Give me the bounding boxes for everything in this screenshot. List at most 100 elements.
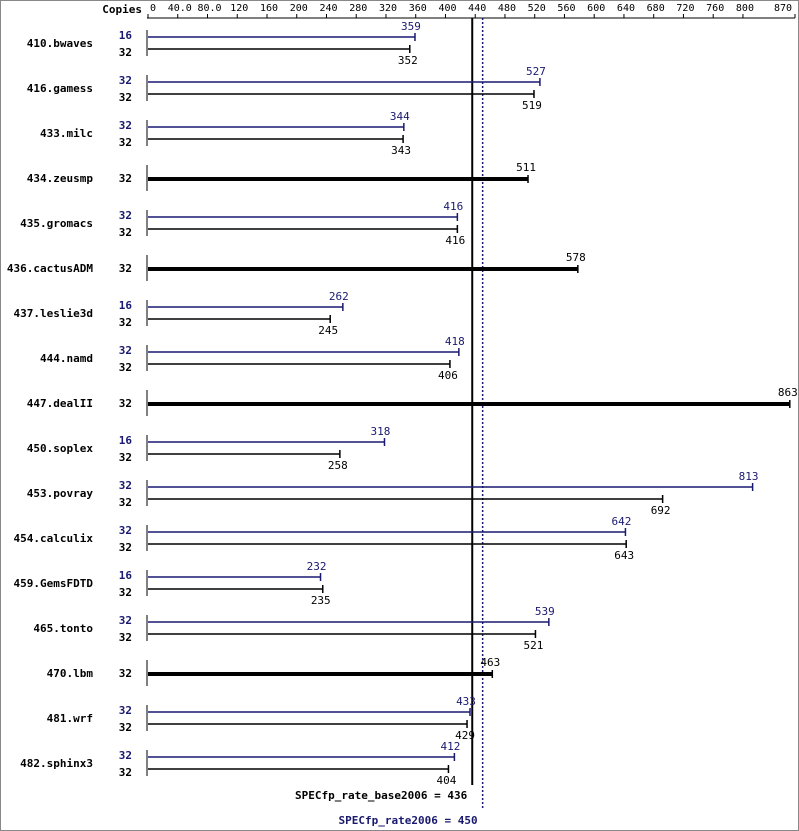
category-label: 450.soplex (27, 442, 94, 455)
category-label: 410.bwaves (27, 37, 93, 50)
value-label: 404 (437, 774, 457, 787)
copies: 32 (119, 91, 132, 104)
copies: 32 (119, 614, 132, 627)
reference-name: SPECfp_rate2006 = (339, 814, 452, 827)
value-label: 511 (516, 161, 536, 174)
value-label: 352 (398, 54, 418, 67)
x-tick-label: 280 (349, 3, 367, 14)
x-tick-label: 800 (736, 3, 754, 14)
x-tick-label: 120 (230, 3, 248, 14)
category-label: 444.namd (40, 352, 93, 365)
value-label: 416 (443, 200, 463, 213)
x-tick-label: 0 (150, 3, 156, 14)
x-tick-label: 240 (319, 3, 337, 14)
copies: 32 (119, 397, 132, 410)
value-label: 416 (445, 234, 465, 247)
category-label: 481.wrf (47, 712, 93, 725)
x-tick-label: 320 (379, 3, 397, 14)
value-label: 433 (456, 695, 476, 708)
value-label: 344 (390, 110, 410, 123)
value-label: 232 (307, 560, 327, 573)
value-label: 258 (328, 459, 348, 472)
copies: 32 (119, 119, 132, 132)
value-label: 642 (612, 515, 632, 528)
x-tick-label: 870 (774, 3, 792, 14)
copies: 32 (119, 46, 132, 59)
category-label: 470.lbm (47, 667, 94, 680)
category-label: 459.GemsFDTD (14, 577, 94, 590)
category-label: 454.calculix (14, 532, 94, 545)
copies: 32 (119, 749, 132, 762)
value-label: 343 (391, 144, 411, 157)
copies: 32 (119, 316, 132, 329)
value-label: 527 (526, 65, 546, 78)
x-tick-label: 640 (617, 3, 635, 14)
copies: 32 (119, 721, 132, 734)
x-tick-label: 520 (528, 3, 546, 14)
copies: 32 (119, 524, 132, 537)
copies: 16 (119, 434, 133, 447)
category-label: 453.povray (27, 487, 94, 500)
value-label: 418 (445, 335, 465, 348)
copies: 32 (119, 136, 132, 149)
category-label: 482.sphinx3 (20, 757, 93, 770)
copies: 32 (119, 766, 132, 779)
category-label: 434.zeusmp (27, 172, 94, 185)
x-tick-label: 200 (290, 3, 308, 14)
value-label: 406 (438, 369, 458, 382)
value-label: 429 (455, 729, 475, 742)
x-tick-label: 400 (438, 3, 456, 14)
value-label: 813 (739, 470, 759, 483)
copies: 32 (119, 704, 132, 717)
copies: 32 (119, 479, 132, 492)
value-label: 521 (524, 639, 544, 652)
copies: 32 (119, 361, 132, 374)
reference-label: SPECfp_rate_base2006 = 436 (295, 789, 468, 802)
copies: 16 (119, 29, 133, 42)
reference-name: SPECfp_rate_base2006 = (295, 789, 441, 802)
x-tick-label: 480 (498, 3, 516, 14)
value-label: 863 (778, 386, 798, 399)
category-label: 436.cactusADM (7, 262, 93, 275)
x-tick-label: 440 (468, 3, 486, 14)
category-label: 437.leslie3d (14, 307, 93, 320)
value-label: 262 (329, 290, 349, 303)
category-label: 416.gamess (27, 82, 93, 95)
value-label: 412 (440, 740, 460, 753)
copies: 16 (119, 569, 133, 582)
x-tick-label: 160 (260, 3, 278, 14)
copies: 32 (119, 226, 132, 239)
copies: 32 (119, 262, 132, 275)
value-label: 235 (311, 594, 331, 607)
x-tick-label: 680 (647, 3, 665, 14)
copies: 32 (119, 541, 132, 554)
category-label: 465.tonto (33, 622, 93, 635)
x-tick-label: 360 (409, 3, 427, 14)
copies: 32 (119, 451, 132, 464)
copies: 32 (119, 172, 132, 185)
x-tick-label: 80.0 (197, 3, 221, 14)
x-tick-label: 600 (587, 3, 605, 14)
copies: 32 (119, 667, 132, 680)
value-label: 643 (614, 549, 634, 562)
value-label: 519 (522, 99, 542, 112)
x-tick-label: 760 (706, 3, 724, 14)
copies: 32 (119, 586, 132, 599)
copies: 32 (119, 631, 132, 644)
copies: 32 (119, 209, 132, 222)
value-label: 245 (318, 324, 338, 337)
category-label: 433.milc (40, 127, 93, 140)
x-tick-label: 40.0 (168, 3, 192, 14)
reference-value: 436 (447, 789, 467, 802)
category-label: 447.dealII (27, 397, 93, 410)
x-tick-label: 560 (557, 3, 575, 14)
copies: 32 (119, 496, 132, 509)
axis-label: Copies (102, 3, 142, 16)
value-label: 539 (535, 605, 555, 618)
reference-value: 450 (458, 814, 478, 827)
reference-label: SPECfp_rate2006 = 450 (339, 814, 478, 827)
value-label: 578 (566, 251, 586, 264)
copies: 16 (119, 299, 133, 312)
value-label: 692 (651, 504, 671, 517)
